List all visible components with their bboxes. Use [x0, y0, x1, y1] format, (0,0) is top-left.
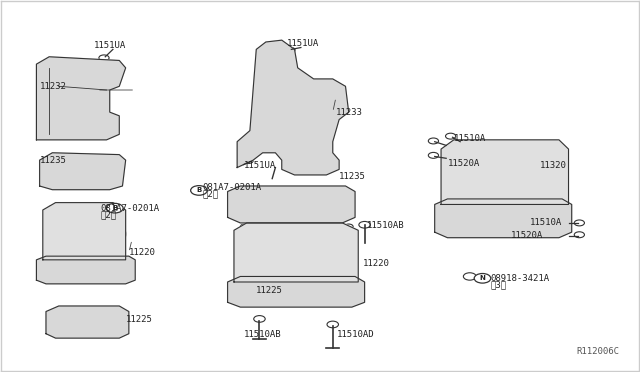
- Text: 11220: 11220: [129, 248, 156, 257]
- Text: （2）: （2）: [100, 210, 116, 219]
- Text: 11235: 11235: [40, 155, 67, 165]
- Polygon shape: [36, 57, 125, 140]
- Polygon shape: [228, 186, 355, 223]
- Text: 1151UA: 1151UA: [94, 41, 126, 50]
- Polygon shape: [36, 256, 135, 284]
- Circle shape: [99, 72, 108, 78]
- Circle shape: [344, 224, 353, 229]
- Text: B: B: [112, 205, 117, 211]
- Circle shape: [474, 273, 491, 283]
- Text: 11233: 11233: [336, 108, 363, 117]
- Text: 11520A: 11520A: [447, 159, 480, 169]
- Polygon shape: [228, 276, 365, 307]
- Circle shape: [359, 221, 371, 228]
- Text: 11510A: 11510A: [531, 218, 563, 227]
- Circle shape: [463, 147, 546, 195]
- Circle shape: [59, 123, 72, 131]
- Circle shape: [244, 158, 253, 163]
- Circle shape: [48, 206, 57, 211]
- Circle shape: [448, 198, 460, 204]
- Circle shape: [257, 232, 334, 276]
- Circle shape: [285, 47, 295, 53]
- Circle shape: [574, 232, 584, 238]
- Circle shape: [264, 143, 273, 148]
- Text: N: N: [479, 275, 485, 281]
- Circle shape: [314, 94, 326, 101]
- Text: B: B: [196, 187, 202, 193]
- Circle shape: [445, 133, 456, 139]
- Text: 1151UA: 1151UA: [244, 161, 276, 170]
- Circle shape: [51, 71, 67, 80]
- Text: 11520A: 11520A: [511, 231, 543, 240]
- Circle shape: [550, 198, 561, 204]
- Polygon shape: [234, 223, 358, 282]
- Text: R112006C: R112006C: [577, 347, 620, 356]
- Circle shape: [107, 310, 118, 317]
- Text: 11510AB: 11510AB: [244, 330, 281, 339]
- Circle shape: [53, 308, 65, 315]
- Text: （3）: （3）: [491, 280, 507, 289]
- Circle shape: [43, 210, 125, 258]
- Circle shape: [428, 153, 438, 158]
- Text: 11235: 11235: [339, 172, 366, 181]
- Polygon shape: [40, 153, 125, 190]
- Text: 11510A: 11510A: [454, 134, 486, 143]
- Polygon shape: [43, 203, 125, 260]
- Text: 11232: 11232: [40, 82, 67, 91]
- Text: （2）: （2）: [202, 190, 218, 199]
- Polygon shape: [441, 140, 568, 205]
- Text: 1151UA: 1151UA: [287, 39, 319, 48]
- Circle shape: [428, 138, 438, 144]
- Circle shape: [282, 131, 301, 142]
- Circle shape: [463, 273, 476, 280]
- Polygon shape: [237, 40, 349, 175]
- Text: 11510AB: 11510AB: [367, 221, 404, 230]
- Text: 08918-3421A: 08918-3421A: [491, 274, 550, 283]
- Text: 11225: 11225: [125, 315, 152, 324]
- Text: 11225: 11225: [256, 286, 283, 295]
- Text: 081A7-0201A: 081A7-0201A: [202, 183, 261, 192]
- Circle shape: [550, 142, 561, 149]
- Circle shape: [270, 46, 283, 53]
- Circle shape: [327, 321, 339, 328]
- Circle shape: [191, 186, 207, 195]
- Text: 11320: 11320: [540, 161, 566, 170]
- Circle shape: [106, 203, 123, 213]
- Circle shape: [63, 222, 105, 246]
- Circle shape: [276, 243, 315, 265]
- Circle shape: [111, 206, 120, 211]
- Circle shape: [99, 55, 109, 61]
- Text: 11510AD: 11510AD: [337, 330, 375, 339]
- Circle shape: [484, 159, 525, 183]
- Polygon shape: [435, 199, 572, 238]
- Circle shape: [253, 315, 265, 322]
- Circle shape: [241, 224, 249, 229]
- Circle shape: [574, 220, 584, 226]
- Circle shape: [77, 167, 92, 176]
- Text: 081A7-0201A: 081A7-0201A: [100, 203, 159, 213]
- Polygon shape: [46, 306, 129, 338]
- Circle shape: [448, 142, 460, 149]
- Circle shape: [282, 198, 301, 209]
- Text: 11220: 11220: [364, 259, 390, 268]
